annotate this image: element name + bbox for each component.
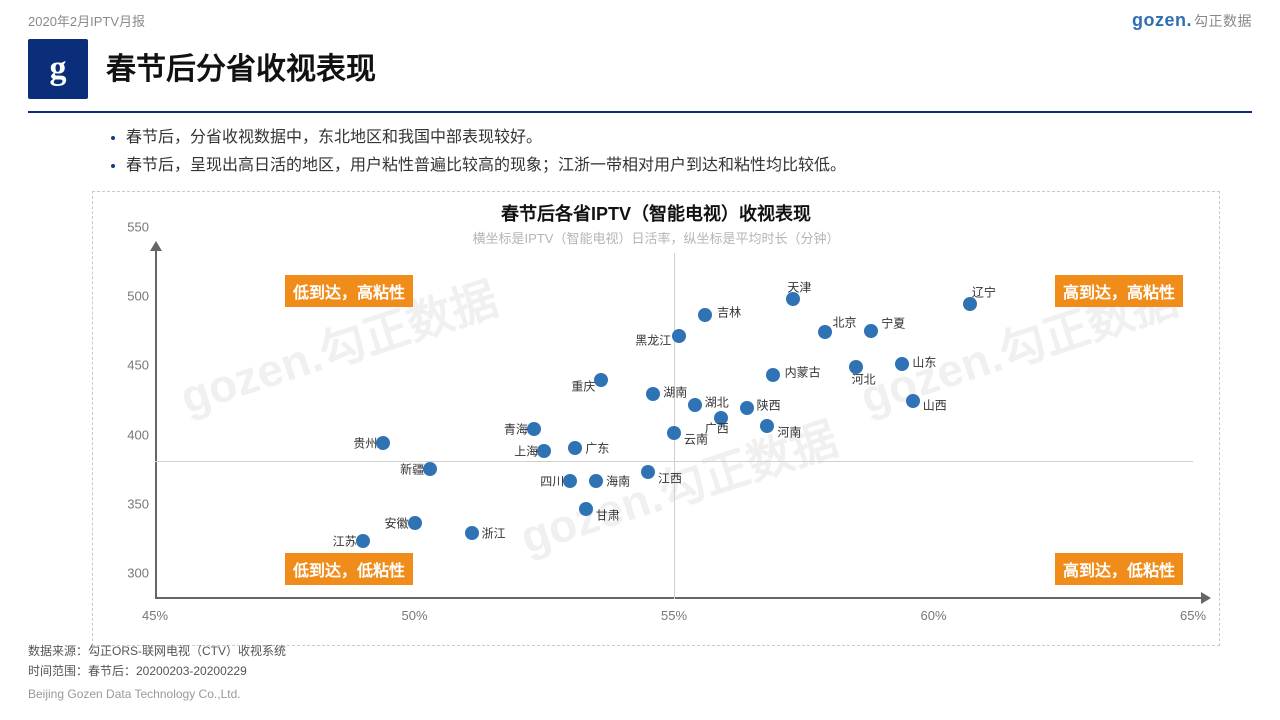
scatter-point-label: 河北: [852, 370, 876, 387]
topbar: 2020年2月IPTV月报 gozen.勾正数据: [0, 0, 1280, 35]
scatter-point-label: 江西: [658, 469, 682, 486]
chart-container: 春节后各省IPTV（智能电视）收视表现 横坐标是IPTV（智能电视）日活率，纵坐…: [92, 191, 1220, 646]
title-rule: [28, 111, 1252, 113]
scatter-point: [760, 419, 774, 433]
scatter-point: [818, 325, 832, 339]
scatter-plot: 300350400450500550 45%50%55%60%65% 低到达，高…: [155, 253, 1193, 633]
brand-logo: gozen.勾正数据: [1132, 10, 1252, 31]
scatter-point: [537, 444, 551, 458]
scatter-point-label: 海南: [606, 473, 630, 490]
y-tick-label: 450: [127, 358, 149, 373]
scatter-point: [589, 474, 603, 488]
bullet-text: 春节后，呈现出高日活的地区，用户粘性普遍比较高的现象；江浙一带相对用户到达和粘性…: [126, 157, 846, 174]
footer-timerange: 时间范围：春节后：20200203-20200229: [28, 661, 286, 681]
scatter-point-label: 浙江: [482, 524, 506, 541]
scatter-point-label: 湖北: [705, 394, 729, 411]
scatter-point-label: 山西: [923, 397, 947, 414]
scatter-point-label: 贵州: [353, 434, 377, 451]
scatter-point-label: 陕西: [757, 397, 781, 414]
x-tick-label: 55%: [661, 608, 687, 623]
scatter-point-label: 宁夏: [881, 314, 905, 331]
scatter-point: [895, 357, 909, 371]
chart-title: 春节后各省IPTV（智能电视）收视表现: [109, 200, 1203, 226]
scatter-point: [688, 398, 702, 412]
scatter-point-label: 甘肃: [596, 507, 620, 524]
scatter-point-label: 广东: [585, 440, 609, 457]
x-tick-label: 60%: [920, 608, 946, 623]
brand-zh: 勾正数据: [1194, 13, 1252, 29]
scatter-point: [594, 373, 608, 387]
brand-en: gozen.: [1132, 10, 1192, 30]
bullet-list: 春节后，分省收视数据中，东北地区和我国中部表现较好。 春节后，呈现出高日活的地区…: [0, 123, 1280, 187]
y-tick-label: 400: [127, 427, 149, 442]
scatter-point-label: 广西: [705, 419, 729, 436]
quadrant-label: 高到达，低粘性: [1055, 553, 1183, 585]
x-axis: 45%50%55%60%65%: [155, 599, 1193, 633]
scatter-point: [672, 329, 686, 343]
scatter-point: [376, 436, 390, 450]
quadrant-label: 低到达，低粘性: [285, 553, 413, 585]
logo-glyph: g: [50, 50, 67, 88]
scatter-point: [864, 324, 878, 338]
scatter-point: [465, 526, 479, 540]
scatter-point-label: 上海: [514, 442, 538, 459]
scatter-point-label: 天津: [787, 278, 811, 295]
y-tick-label: 300: [127, 566, 149, 581]
scatter-point: [740, 401, 754, 415]
slide: 2020年2月IPTV月报 gozen.勾正数据 g 春节后分省收视表现 春节后…: [0, 0, 1280, 720]
scatter-point: [423, 462, 437, 476]
scatter-point: [568, 441, 582, 455]
x-tick-label: 45%: [142, 608, 168, 623]
scatter-point-label: 黑龙江: [635, 332, 671, 349]
scatter-point-label: 安徽: [385, 514, 409, 531]
scatter-point-label: 内蒙古: [785, 363, 821, 380]
scatter-point-label: 重庆: [571, 378, 595, 395]
scatter-point-label: 河南: [777, 424, 801, 441]
footer: 数据来源：勾正ORS-联网电视（CTV）收视系统 时间范围：春节后：202002…: [28, 641, 286, 704]
scatter-point: [408, 516, 422, 530]
scatter-point-label: 新疆: [400, 460, 424, 477]
x-tick-label: 50%: [401, 608, 427, 623]
scatter-point: [667, 426, 681, 440]
x-tick-label: 65%: [1180, 608, 1206, 623]
y-tick-label: 350: [127, 496, 149, 511]
y-tick-label: 550: [127, 220, 149, 235]
scatter-point: [698, 308, 712, 322]
report-tag: 2020年2月IPTV月报: [28, 11, 145, 30]
scatter-point-label: 辽宁: [972, 284, 996, 301]
page-title: 春节后分省收视表现: [106, 53, 376, 86]
y-axis-line: [155, 249, 157, 599]
chart-subtitle: 横坐标是IPTV（智能电视）日活率，纵坐标是平均时长（分钟）: [109, 228, 1203, 247]
footer-company: Beijing Gozen Data Technology Co.,Ltd.: [28, 684, 286, 704]
y-tick-label: 500: [127, 289, 149, 304]
scatter-point-label: 山东: [912, 353, 936, 370]
bullet-item: 春节后，分省收视数据中，东北地区和我国中部表现较好。: [126, 123, 1184, 147]
quadrant-label: 高到达，高粘性: [1055, 275, 1183, 307]
y-axis: 300350400450500550: [109, 253, 155, 599]
scatter-point: [356, 534, 370, 548]
scatter-point-label: 青海: [504, 420, 528, 437]
scatter-point: [641, 465, 655, 479]
bullet-item: 春节后，呈现出高日活的地区，用户粘性普遍比较高的现象；江浙一带相对用户到达和粘性…: [126, 151, 1184, 175]
scatter-point-label: 江苏: [333, 532, 357, 549]
scatter-point: [906, 394, 920, 408]
arrow-right-icon: [1201, 592, 1211, 604]
scatter-point: [563, 474, 577, 488]
scatter-point-label: 湖南: [663, 384, 687, 401]
footer-source: 数据来源：勾正ORS-联网电视（CTV）收视系统: [28, 641, 286, 661]
quadrant-label: 低到达，高粘性: [285, 275, 413, 307]
scatter-point: [527, 422, 541, 436]
scatter-point-label: 四川: [540, 473, 564, 490]
scatter-point: [579, 502, 593, 516]
title-row: g 春节后分省收视表现: [0, 35, 1280, 109]
arrow-up-icon: [150, 241, 162, 251]
scatter-point-label: 北京: [833, 313, 857, 330]
scatter-point: [766, 368, 780, 382]
scatter-point: [646, 387, 660, 401]
scatter-point-label: 吉林: [717, 304, 741, 321]
logo-icon: g: [28, 39, 88, 99]
bullet-text: 春节后，分省收视数据中，东北地区和我国中部表现较好。: [126, 129, 542, 146]
